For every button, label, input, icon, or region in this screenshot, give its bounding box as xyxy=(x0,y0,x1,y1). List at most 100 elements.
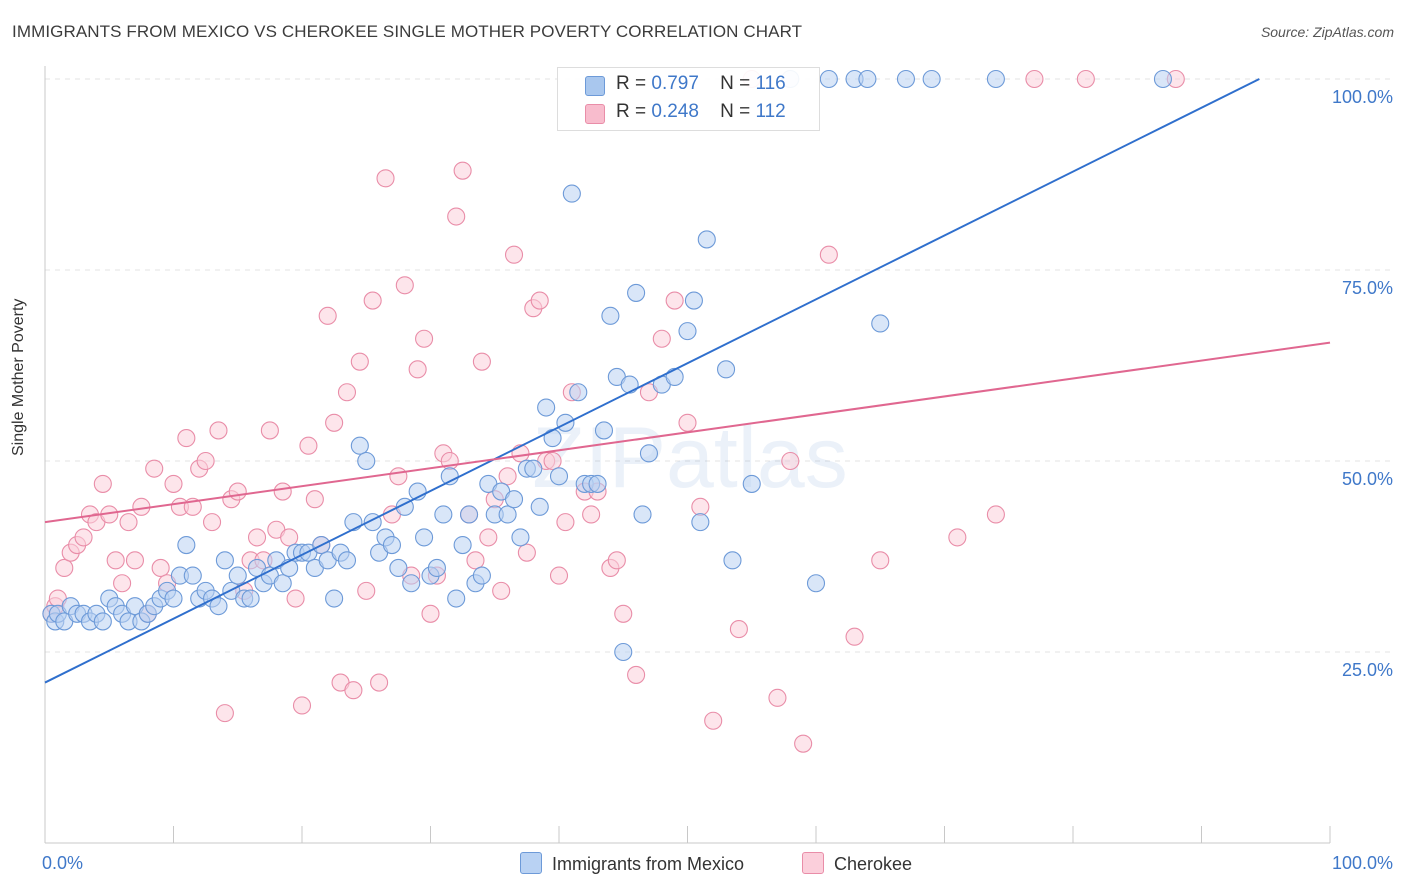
y-tick-label: 100.0% xyxy=(1332,87,1393,107)
data-point xyxy=(511,444,530,463)
data-point xyxy=(819,245,838,264)
legend-item-mexico[interactable]: Immigrants from Mexico xyxy=(520,852,744,875)
data-point xyxy=(415,329,434,348)
data-point xyxy=(986,505,1005,524)
data-point xyxy=(543,451,562,471)
data-point xyxy=(459,505,479,524)
data-point xyxy=(363,291,382,310)
data-point xyxy=(357,581,376,600)
r-label: R = xyxy=(616,101,647,122)
data-point xyxy=(922,69,941,89)
data-point xyxy=(697,230,716,249)
data-point xyxy=(55,558,74,578)
data-point xyxy=(421,604,440,623)
data-point xyxy=(723,551,742,570)
data-point xyxy=(389,467,408,486)
data-point xyxy=(1153,69,1172,89)
r-value-cherokee: 0.248 xyxy=(651,101,699,122)
data-point xyxy=(716,360,736,379)
data-point xyxy=(845,627,864,646)
data-point xyxy=(729,620,748,639)
data-point xyxy=(106,551,125,570)
legend-swatch-cherokee xyxy=(585,104,605,124)
data-point xyxy=(472,352,491,371)
data-point xyxy=(337,551,357,570)
data-point xyxy=(350,436,369,455)
data-point xyxy=(1076,69,1095,89)
data-point xyxy=(858,69,877,89)
data-point xyxy=(228,482,247,501)
data-point xyxy=(537,398,556,417)
data-point xyxy=(678,322,697,341)
trend-line-cherokee xyxy=(44,341,1331,524)
data-point xyxy=(594,421,614,440)
data-point xyxy=(215,704,234,723)
data-point xyxy=(530,497,549,516)
data-point xyxy=(344,513,363,532)
data-point xyxy=(549,566,569,585)
data-point xyxy=(164,474,183,493)
data-point xyxy=(549,467,569,486)
data-point xyxy=(209,421,228,440)
data-point xyxy=(325,589,344,608)
r-label: R = xyxy=(616,73,647,94)
n-value-cherokee: 112 xyxy=(755,101,786,122)
data-point xyxy=(601,306,620,325)
data-point xyxy=(370,673,389,692)
r-value-mexico: 0.797 xyxy=(651,73,699,94)
data-point xyxy=(113,574,132,593)
data-point xyxy=(203,513,222,532)
data-point xyxy=(948,528,967,547)
n-label: N = xyxy=(720,101,751,122)
data-point xyxy=(871,551,890,570)
data-point xyxy=(652,329,671,348)
data-point xyxy=(402,574,421,593)
data-point xyxy=(896,69,916,89)
data-point xyxy=(93,612,112,631)
legend-label-cherokee: Cherokee xyxy=(834,854,913,874)
data-point xyxy=(633,505,652,524)
legend-swatch-mexico xyxy=(520,852,542,874)
data-point xyxy=(472,566,491,585)
data-point xyxy=(305,490,324,509)
data-point xyxy=(125,551,144,570)
legend-swatch-cherokee xyxy=(802,852,824,874)
data-point xyxy=(427,558,446,578)
data-point xyxy=(684,291,703,310)
data-point xyxy=(498,467,517,486)
data-point xyxy=(151,558,170,578)
y-tick-label: 25.0% xyxy=(1342,660,1393,680)
data-point xyxy=(582,505,601,524)
data-point xyxy=(704,711,723,730)
data-point xyxy=(614,604,633,623)
data-point xyxy=(794,734,813,753)
n-value-mexico: 116 xyxy=(755,73,786,94)
data-point xyxy=(588,474,607,493)
data-point xyxy=(517,543,536,562)
y-tick-label: 75.0% xyxy=(1342,278,1393,298)
data-point xyxy=(479,528,498,547)
data-point xyxy=(292,696,312,715)
data-point xyxy=(350,352,369,371)
data-point xyxy=(530,291,549,310)
y-tick-label: 50.0% xyxy=(1342,469,1393,489)
data-point xyxy=(691,497,710,516)
data-point xyxy=(164,589,183,608)
data-point xyxy=(280,528,299,547)
data-point xyxy=(447,207,466,226)
data-point xyxy=(389,558,408,578)
data-point xyxy=(492,581,511,600)
data-point xyxy=(74,528,93,547)
data-point xyxy=(415,528,434,547)
data-point xyxy=(781,451,800,471)
data-point xyxy=(498,505,517,524)
data-point xyxy=(504,245,524,264)
data-point xyxy=(357,451,376,471)
data-point xyxy=(639,444,659,463)
legend-item-cherokee[interactable]: Cherokee xyxy=(802,852,912,875)
data-point xyxy=(260,421,279,440)
data-point xyxy=(325,413,344,432)
data-point xyxy=(145,459,164,478)
data-point xyxy=(177,535,196,555)
data-point xyxy=(819,69,838,89)
